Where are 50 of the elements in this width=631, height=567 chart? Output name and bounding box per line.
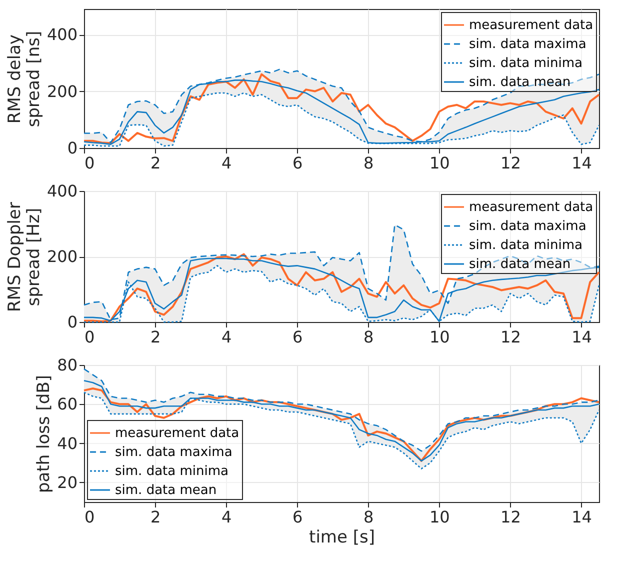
x-tick-label: 6	[292, 154, 303, 172]
x-tick-label: 10	[429, 154, 450, 172]
y-tick-label: 0	[67, 312, 78, 332]
x-tick-label: 4	[221, 154, 232, 172]
y-axis-title: RMS delay spread [ns]	[4, 30, 44, 128]
y-tick-label: 0	[67, 138, 78, 158]
x-tick-label: 4	[221, 328, 232, 346]
x-tick-label: 8	[364, 328, 374, 346]
x-tick-label: 4	[221, 508, 232, 526]
x-tick-label: 10	[429, 508, 450, 526]
y-tick-label: 400	[46, 25, 78, 44]
legend-label: measurement data	[115, 426, 240, 441]
y-axis-title: RMS Doppler spread [Hz]	[4, 202, 44, 312]
y-tick-label: 200	[46, 82, 78, 101]
x-tick-label: 10	[429, 328, 450, 346]
legend-label: sim. data minima	[115, 464, 228, 479]
x-tick-label: 6	[292, 508, 303, 526]
x-tick-label: 2	[150, 508, 161, 526]
x-tick-label: 2	[150, 328, 161, 346]
y-tick-label: 40	[57, 434, 78, 453]
x-tick-label: 0	[84, 328, 95, 346]
x-tick-label: 2	[150, 154, 161, 172]
legend-label: sim. data mean	[469, 257, 571, 272]
legend-label: sim. data maxima	[469, 219, 586, 234]
x-tick-label: 8	[364, 154, 374, 172]
legend-label: sim. data minima	[469, 238, 582, 253]
legend-label: sim. data maxima	[469, 37, 586, 52]
legend-label: measurement data	[469, 18, 594, 33]
x-tick-label: 12	[500, 328, 521, 346]
x-tick-label: 14	[572, 328, 592, 346]
x-axis-title: time [s]	[309, 528, 375, 548]
x-tick-label: 0	[84, 508, 95, 526]
x-tick-label: 8	[364, 508, 374, 526]
y-tick-label: 80	[57, 356, 78, 374]
x-tick-label: 14	[572, 154, 592, 172]
x-tick-label: 14	[572, 508, 592, 526]
y-tick-label: 20	[57, 472, 78, 492]
x-tick-label: 12	[500, 508, 521, 526]
legend-label: sim. data maxima	[115, 445, 232, 460]
x-tick-label: 6	[292, 328, 303, 346]
legend-label: sim. data minima	[469, 56, 582, 71]
x-tick-label: 12	[500, 154, 521, 172]
y-tick-label: 200	[46, 247, 78, 266]
y-tick-label: 400	[46, 182, 78, 200]
x-tick-label: 0	[84, 154, 95, 172]
legend-label: measurement data	[469, 200, 594, 215]
y-axis-title: path loss [dB]	[34, 374, 54, 494]
legend-label: sim. data mean	[469, 75, 571, 90]
legend-label: sim. data mean	[115, 483, 217, 498]
y-tick-label: 60	[57, 394, 78, 414]
